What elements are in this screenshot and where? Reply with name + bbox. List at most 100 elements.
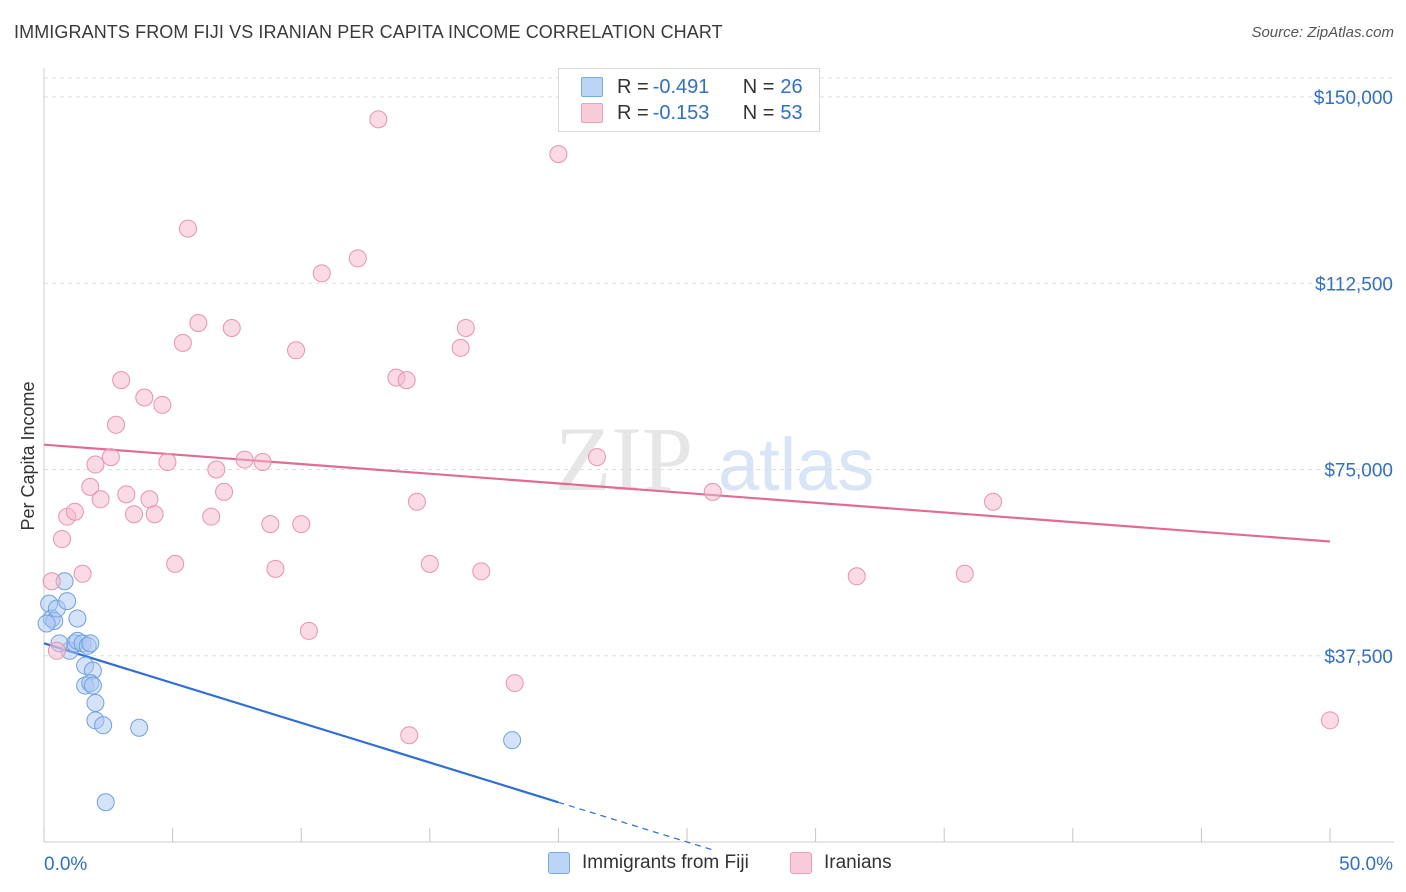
legend-swatch-fiji (581, 77, 603, 97)
iranian-point (153, 395, 172, 414)
legend-r-value: -0.491 (652, 75, 710, 98)
x-tick-label: 0.0% (44, 854, 87, 875)
y-tick-label: $112,500 (1315, 274, 1393, 295)
fiji-point (58, 592, 77, 611)
chart-source: Source: ZipAtlas.com (1251, 24, 1394, 41)
fiji-point (86, 693, 105, 712)
iranian-point (400, 726, 419, 745)
iranian-point (179, 219, 198, 238)
iranian-point (107, 415, 126, 434)
fiji-point (503, 731, 522, 750)
iranian-point (86, 455, 105, 474)
iranian-point (42, 572, 61, 591)
iranian-point (472, 562, 491, 581)
iranian-point (703, 482, 722, 501)
iranian-point (549, 145, 568, 164)
iranian-point (287, 341, 306, 360)
iranian-point (292, 515, 311, 534)
watermark-atlas: atlas (718, 423, 874, 506)
iranian-point (235, 450, 254, 469)
iranian-point (348, 249, 367, 268)
y-axis-label: Per Capita Income (18, 381, 38, 530)
y-tick-label: $37,500 (1324, 647, 1393, 668)
iranian-point (397, 371, 416, 390)
fiji-point (83, 676, 102, 695)
data-points (37, 110, 1339, 812)
iranian-point (202, 507, 221, 526)
iranian-point (587, 448, 606, 467)
iranian-point (261, 515, 280, 534)
iranian-point (420, 554, 439, 573)
legend-item-iranians: Iranians (790, 852, 892, 874)
iranian-point (505, 674, 524, 693)
fiji-point (81, 634, 100, 653)
iranian-point (101, 448, 120, 467)
iranian-point (47, 641, 66, 660)
iranian-point (369, 110, 388, 129)
x-tick-labels: 0.0% 50.0% (44, 854, 1393, 875)
watermark: ZIP atlas (555, 408, 874, 510)
iranian-point (1321, 711, 1339, 730)
y-tick-label: $75,000 (1324, 461, 1393, 482)
iranian-point (125, 505, 144, 524)
iranian-point (955, 564, 974, 583)
fiji-point (130, 718, 149, 737)
gridlines (44, 77, 1394, 657)
iranian-point (407, 492, 426, 511)
y-tick-labels: $37,500 $75,000 $112,500 $150,000 (1314, 88, 1393, 668)
iranian-point (112, 371, 131, 390)
chart-title: IMMIGRANTS FROM FIJI VS IRANIAN PER CAPI… (14, 22, 723, 42)
iranian-point (91, 490, 110, 509)
fiji-point (96, 793, 115, 812)
x-tick-label: 50.0% (1339, 854, 1393, 875)
iranian-point (73, 564, 92, 583)
iranian-point (207, 460, 226, 479)
fiji-trend-line (43, 642, 559, 804)
legend-swatch-iranians (790, 852, 812, 874)
iranian-point (215, 482, 234, 501)
iranian-point (451, 338, 470, 357)
legend-n-label: N = (742, 75, 775, 98)
iranian-point (53, 530, 72, 549)
iranian-point (253, 453, 272, 472)
y-tick-label: $150,000 (1314, 88, 1393, 109)
iranian-point (299, 621, 318, 640)
legend-item-fiji: Immigrants from Fiji (548, 852, 749, 874)
legend-row-fiji: R = -0.491 N = 26 (581, 74, 803, 100)
iranian-point (173, 333, 192, 352)
fiji-trend-extension (558, 801, 713, 851)
iranian-point (847, 567, 866, 586)
legend-swatch-iranians (581, 103, 603, 123)
fiji-point (68, 609, 87, 628)
iranian-point (81, 477, 100, 496)
legend-label-iranians: Iranians (824, 852, 892, 873)
iranian-point (158, 453, 177, 472)
iranian-point (166, 554, 185, 573)
legend-swatch-fiji (548, 852, 570, 874)
fiji-point (94, 716, 113, 735)
iranian-point (312, 264, 331, 283)
axes (43, 68, 1394, 843)
iranian-point (222, 318, 241, 337)
series-legend: Immigrants from Fiji Iranians (0, 852, 1406, 878)
legend-r-value: -0.153 (652, 101, 710, 124)
legend-n-label: N = (742, 101, 775, 124)
legend-n-value: 53 (780, 101, 803, 124)
legend-row-iranians: R = -0.153 N = 53 (581, 100, 803, 126)
iranian-point (189, 313, 208, 332)
legend-label-fiji: Immigrants from Fiji (582, 852, 749, 873)
iranian-point (984, 492, 1003, 511)
iranian-point (65, 502, 84, 521)
iranian-point (456, 318, 475, 337)
iranian-point (145, 505, 164, 524)
legend-r-label: R = (617, 75, 649, 98)
watermark-zip: ZIP (555, 408, 693, 510)
correlation-legend: R = -0.491 N = 26 R = -0.153 N = 53 (558, 68, 820, 132)
fiji-point (37, 614, 56, 633)
legend-n-value: 26 (780, 75, 803, 98)
iranian-point (135, 388, 154, 407)
iranian-point (117, 485, 136, 504)
legend-r-label: R = (617, 101, 649, 124)
iranian-point (266, 559, 285, 578)
